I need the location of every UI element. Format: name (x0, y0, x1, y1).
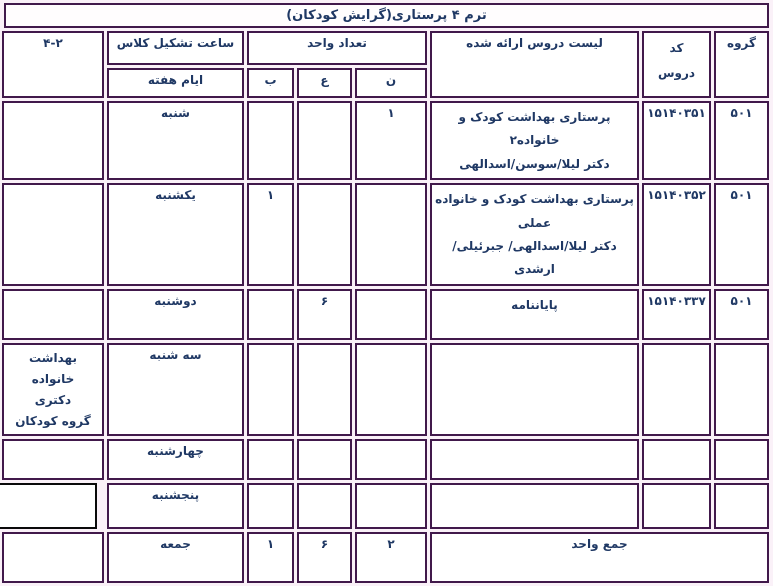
note-cell (1, 438, 104, 480)
total-unit-a-cell: ۶ (297, 531, 352, 583)
table-row-sunday: ۵۰۱ ۱۵۱۴۰۳۵۲ پرستاری بهداشت کودک و خانوا… (1, 183, 769, 286)
group-cell: ۵۰۱ (714, 288, 769, 340)
group-header: گروه (714, 31, 769, 98)
unit-n-cell (355, 288, 427, 340)
unit-n-cell (355, 183, 427, 286)
course-list-cell: پرستاری بهداشت کودک و خانواده۲ دکتر لیلا… (430, 101, 639, 181)
unit-b-cell (246, 342, 294, 436)
unit-b-header: ب (246, 68, 294, 98)
unit-n-header: ن (355, 68, 427, 98)
unit-b-cell: ۱ (246, 183, 294, 286)
course-code-header: کد دروس (642, 31, 711, 98)
note-cell (1, 531, 104, 583)
course-code-cell: ۱۵۱۴۰۳۳۷ (642, 288, 711, 340)
course-code-cell: ۱۵۱۴۰۳۵۲ (642, 183, 711, 286)
course-list-cell (430, 482, 639, 529)
table-row-saturday: ۵۰۱ ۱۵۱۴۰۳۵۱ پرستاری بهداشت کودک و خانوا… (1, 101, 769, 181)
course-list-header: لیست دروس ارائه شده (430, 31, 639, 98)
group-cell (714, 342, 769, 436)
day-cell: سه شنبه (106, 342, 244, 436)
course-list-cell (430, 438, 639, 480)
total-unit-b-cell: ۱ (246, 531, 294, 583)
group-cell (714, 482, 769, 529)
units-header: تعداد واحد (246, 31, 427, 65)
group-cell: ۵۰۱ (714, 183, 769, 286)
note-cell-offset-box (0, 482, 97, 529)
day-cell: یکشنبه (106, 183, 244, 286)
header-row-2: ن ع ب ایام هفته (2, 68, 769, 98)
table-row-tuesday: سه شنبه بهداشت خانواده دکتری گروه کودکان (1, 342, 769, 436)
unit-b-cell (246, 482, 294, 529)
unit-a-header: ع (297, 68, 352, 98)
unit-n-cell (355, 342, 427, 436)
course-code-cell (642, 482, 711, 529)
unit-n-cell (355, 482, 427, 529)
unit-n-cell (355, 438, 427, 480)
group-cell: ۵۰۱ (714, 101, 769, 181)
schedule-table: گروه کد دروس لیست دروس ارائه شده تعداد و… (0, 28, 772, 586)
week-days-header: ایام هفته (106, 68, 244, 98)
time-range-header: ۴-۲ (1, 31, 104, 98)
day-cell: جمعه (106, 531, 244, 583)
unit-b-cell (246, 101, 294, 181)
course-code-cell (642, 342, 711, 436)
day-cell: دوشنبه (106, 288, 244, 340)
table-row-wednesday: چهارشنبه (1, 438, 769, 480)
course-list-cell (430, 342, 639, 436)
unit-a-cell (297, 342, 352, 436)
table-row-friday-totals: جمع واحد ۲ ۶ ۱ جمعه (1, 531, 769, 583)
table-row-thursday: پنجشنبه (0, 482, 769, 529)
total-unit-n-cell: ۲ (355, 531, 427, 583)
note-cell: بهداشت خانواده دکتری گروه کودکان (1, 342, 104, 436)
course-code-cell: ۱۵۱۴۰۳۵۱ (642, 101, 711, 181)
table-row-monday: ۵۰۱ ۱۵۱۴۰۳۳۷ پایاننامه ۶ دوشنبه (1, 288, 769, 340)
total-units-label: جمع واحد (430, 531, 769, 583)
unit-b-cell (246, 438, 294, 480)
group-cell (714, 438, 769, 480)
unit-a-cell (297, 183, 352, 286)
course-list-cell: پرستاری بهداشت کودک و خانواده عملی دکتر … (430, 183, 639, 286)
note-cell (1, 288, 104, 340)
unit-a-cell (297, 101, 352, 181)
unit-a-cell (297, 438, 352, 480)
day-cell: پنجشنبه (106, 482, 244, 529)
note-cell (1, 101, 104, 181)
course-code-cell (642, 438, 711, 480)
day-cell: چهارشنبه (106, 438, 244, 480)
note-cell (1, 183, 104, 286)
day-cell: شنبه (106, 101, 244, 181)
unit-a-cell (297, 482, 352, 529)
unit-a-cell: ۶ (297, 288, 352, 340)
unit-n-cell: ۱ (355, 101, 427, 181)
unit-b-cell (246, 288, 294, 340)
course-list-cell: پایاننامه (430, 288, 639, 340)
page-title: ترم ۴ پرستاری(گرایش کودکان) (4, 3, 769, 28)
class-time-header: ساعت تشکیل کلاس (106, 31, 244, 65)
header-row-1: گروه کد دروس لیست دروس ارائه شده تعداد و… (1, 31, 769, 98)
